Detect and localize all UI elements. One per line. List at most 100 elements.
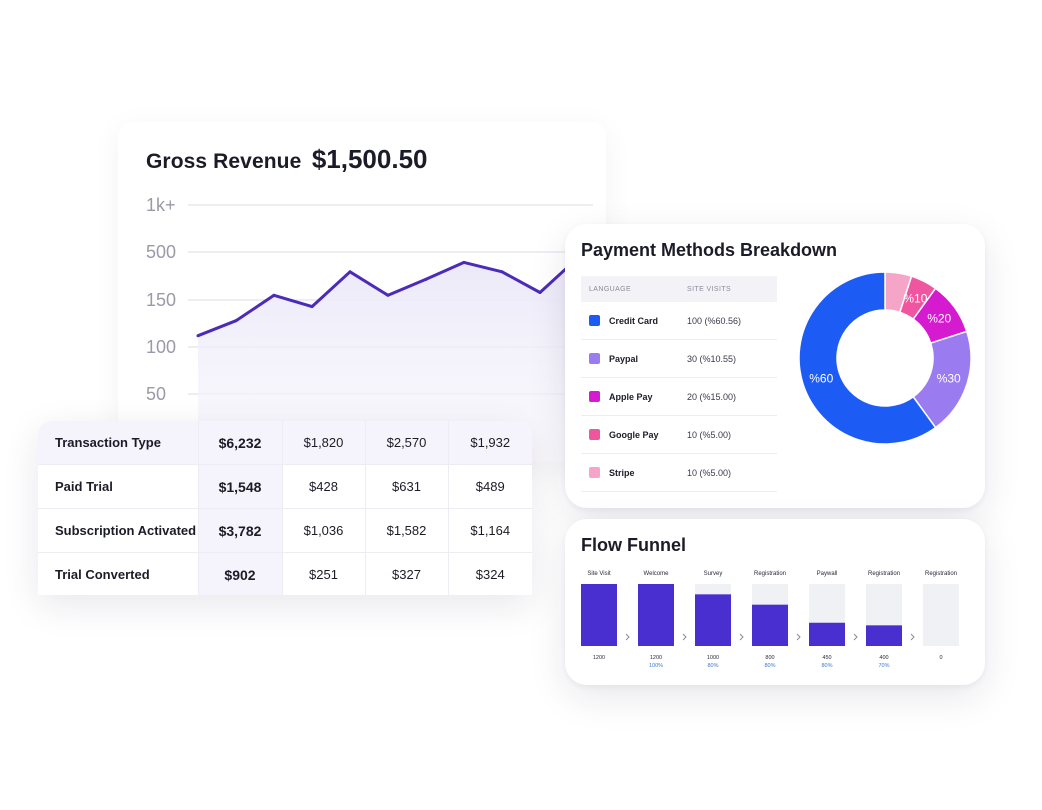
flow-funnel-card: Flow Funnel Site Visit 1200 Welcome 1200 100… [565,519,985,685]
flow-funnel-title: Flow Funnel [581,535,686,555]
table-row: Subscription Activated $3,782 $1,036 $1,582… [38,508,532,553]
table-cell: $324 [448,552,532,595]
payment-method-row: Paypal 30 (%10.55) [581,340,777,378]
payment-methods-title: Payment Methods Breakdown [581,240,838,260]
column-header-language: LANGUAGE [589,285,632,293]
funnel-bar [695,594,731,646]
y-tick-label: 500 [146,242,176,262]
funnel-percent: 70% [878,663,889,669]
funnel-step-label: Registration [868,571,900,577]
row-total: $3,782 [198,508,283,553]
funnel-step-label: Paywall [817,571,838,577]
row-total: $902 [198,552,283,595]
funnel-step-label: Survey [704,571,723,577]
payment-method-visits: 30 (%10.55) [687,353,737,364]
slice-label: %20 [927,312,951,326]
data-point [310,305,314,309]
funnel-value: 400 [879,655,888,661]
column-header-site-visits: SITE VISITS [687,285,732,293]
funnel-bar [866,625,902,646]
funnel-step-label: Site Visit [587,571,611,577]
payment-method-visits: 20 (%15.00) [687,391,737,402]
table-cell: $428 [282,464,366,509]
table-cell: $489 [448,464,532,509]
y-tick-label: 100 [146,337,176,357]
row-label: Trial Converted [38,552,199,595]
donut-slice [798,272,937,445]
chevron-right-icon [910,633,915,641]
payment-method-visits: 10 (%5.00) [687,429,732,440]
chevron-right-icon [625,633,630,641]
funnel-value: 450 [822,655,831,661]
data-point [386,293,390,297]
payment-method-name: Stripe [609,467,635,478]
data-point [538,290,542,294]
legend-swatch [589,429,600,440]
chevron-right-icon [796,633,801,641]
funnel-step-label: Registration [925,571,957,577]
data-point [500,270,504,274]
table-cell: $1,164 [448,508,532,553]
funnel-percent: 100% [649,663,663,669]
funnel-track [923,584,959,646]
payment-method-row: Google Pay 10 (%5.00) [581,416,777,454]
revenue-line [197,256,606,338]
data-point [462,260,466,264]
row-label: Paid Trial [38,464,199,509]
gross-revenue-title: Gross Revenue $1,500.50 [146,144,428,175]
table-row: Transaction Type $6,232 $1,820 $2,570 $1,932 [38,421,532,465]
row-label: Transaction Type [38,421,199,465]
data-point [424,277,428,281]
chevron-right-icon [739,633,744,641]
gross-revenue-chart: 1k+ 500 150 100 50 [146,195,606,462]
funnel-value: 1200 [650,655,662,661]
payment-method-name: Apple Pay [609,391,653,402]
payment-method-row: Credit Card 100 (%60.56) [581,302,777,340]
legend-swatch [589,315,600,326]
funnel-bar [581,584,617,646]
legend-swatch [589,467,600,478]
legend-swatch [589,353,600,364]
table-cell: $2,570 [365,421,449,465]
transactions-table: Transaction Type $6,232 $1,820 $2,570 $1,932… [38,421,532,595]
gross-revenue-amount: $1,500.50 [311,144,428,174]
payment-method-row: Stripe 10 (%5.00) [581,454,777,492]
funnel-percent: 80% [764,663,775,669]
y-tick-label: 150 [146,290,176,310]
row-total: $6,232 [198,421,283,465]
funnel-value: 0 [939,655,942,661]
table-cell: $1,582 [365,508,449,553]
funnel-value: 1000 [707,655,719,661]
gross-revenue-label: Gross Revenue [146,150,302,173]
funnel-percent: 80% [707,663,718,669]
chevron-right-icon [682,633,687,641]
table-cell: $1,036 [282,508,366,553]
payment-methods-table: LANGUAGE SITE VISITS Credit Card 100 (%60… [581,276,777,492]
chevron-right-icon [853,633,858,641]
y-tick-label: 50 [146,384,166,404]
payment-method-name: Paypal [609,353,639,364]
transactions-card: Transaction Type $6,232 $1,820 $2,570 $1,932… [38,421,532,595]
gross-revenue-card: 1k+ 500 150 100 50 Gross Revenue $1,500.50 [118,122,606,462]
funnel-bar [638,584,674,646]
funnel-percent: 80% [821,663,832,669]
payment-method-row: Apple Pay 20 (%15.00) [581,378,777,416]
data-point [234,319,238,323]
row-label: Subscription Activated [38,508,199,553]
slice-label: %10 [903,291,927,305]
data-point [348,270,352,274]
payment-table-header: LANGUAGE SITE VISITS [581,276,777,302]
funnel-bar [809,622,845,646]
table-cell: $631 [365,464,449,509]
table-row: Trial Converted $902 $251 $327 $324 [38,552,532,595]
funnel-bar [752,604,788,646]
funnel-step-label: Registration [754,571,786,577]
payment-method-visits: 10 (%5.00) [687,467,732,478]
payment-method-name: Google Pay [609,429,659,440]
slice-label: %60 [809,372,833,386]
row-total: $1,548 [198,464,283,509]
table-cell: $1,820 [282,421,366,465]
revenue-area [198,257,606,462]
flow-funnel-chart: Site Visit 1200 Welcome 1200 100% Survey 1000 8… [581,571,959,669]
funnel-value: 1200 [593,655,605,661]
